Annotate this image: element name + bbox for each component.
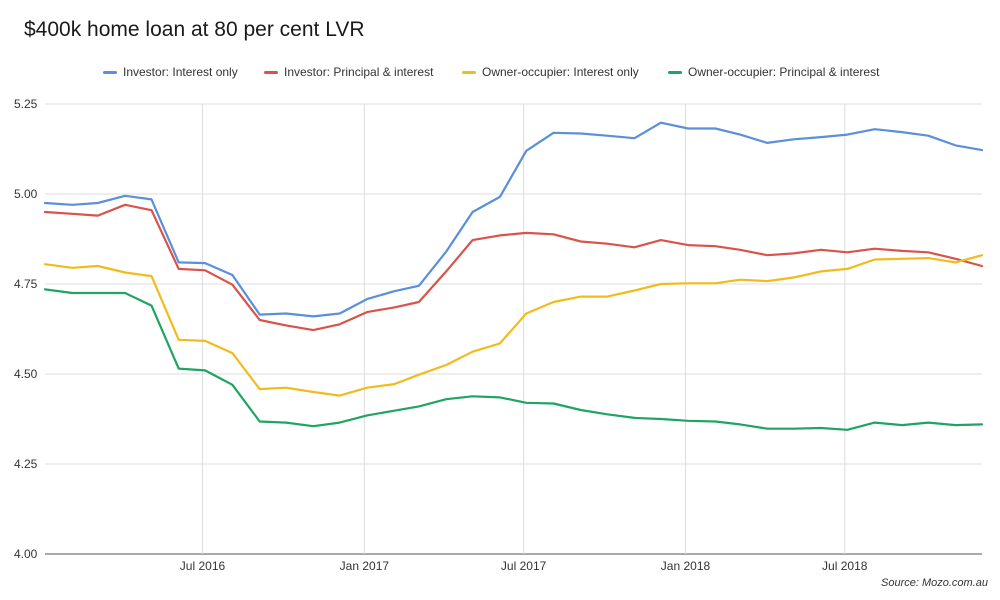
legend-swatch bbox=[103, 70, 117, 74]
legend-item-investor-interest-only: Investor: Interest only bbox=[103, 65, 238, 79]
legend-item-owner-interest-only: Owner-occupier: Interest only bbox=[462, 65, 639, 79]
series-line-2 bbox=[43, 254, 984, 397]
legend-swatch bbox=[462, 70, 476, 74]
legend-label: Investor: Interest only bbox=[123, 65, 238, 79]
x-tick-label: Jan 2017 bbox=[340, 559, 390, 573]
legend-item-investor-principal-interest: Investor: Principal & interest bbox=[264, 65, 433, 79]
y-tick-label: 4.00 bbox=[14, 547, 38, 561]
y-tick-label: 4.25 bbox=[14, 457, 38, 471]
y-tick-label: 5.25 bbox=[14, 97, 38, 111]
y-tick-label: 4.75 bbox=[14, 277, 38, 291]
legend-label: Investor: Principal & interest bbox=[284, 65, 434, 79]
legend-swatch bbox=[264, 70, 278, 74]
y-tick-label: 4.50 bbox=[14, 367, 38, 381]
legend-item-owner-principal-interest: Owner-occupier: Principal & interest bbox=[668, 65, 879, 79]
source-note: Source: Mozo.com.au bbox=[881, 577, 988, 589]
x-tick-label: Jul 2018 bbox=[822, 559, 868, 573]
series-line-3 bbox=[43, 288, 984, 431]
x-tick-label: Jul 2016 bbox=[180, 559, 226, 573]
legend-swatch bbox=[668, 70, 682, 74]
series-line-1 bbox=[43, 203, 984, 332]
legend-label: Owner-occupier: Principal & interest bbox=[688, 65, 880, 79]
legend-label: Owner-occupier: Interest only bbox=[482, 65, 639, 79]
series-line-0 bbox=[43, 121, 984, 318]
x-tick-label: Jan 2018 bbox=[661, 559, 711, 573]
y-tick-label: 5.00 bbox=[14, 187, 38, 201]
chart-title: $400k home loan at 80 per cent LVR bbox=[24, 18, 365, 41]
x-tick-label: Jul 2017 bbox=[501, 559, 547, 573]
legend: Investor: Interest only Investor: Princi… bbox=[0, 65, 1000, 81]
